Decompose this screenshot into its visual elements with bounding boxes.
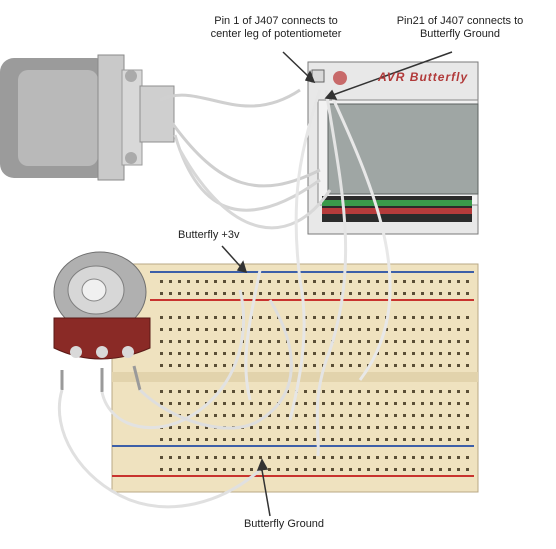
board-logo: AVR Butterfly: [378, 70, 469, 84]
breadboard: [111, 263, 479, 493]
lcd-panel: [327, 103, 479, 195]
annotation-pin1-line1: Pin 1 of J407 connects to: [214, 15, 338, 27]
annotation-pin21-line2: Butterfly Ground: [419, 28, 501, 40]
annotation-arrows: [221, 51, 453, 517]
butterfly-board: [307, 61, 479, 235]
potentiometer: [53, 251, 151, 392]
serial-connector: [0, 54, 175, 181]
annotation-pin21-line1: Pin21 of J407 connects to: [396, 15, 524, 27]
annotation-pin21: Pin21 of J407 connects to Butterfly Grou…: [380, 15, 540, 41]
wires: [57, 88, 392, 509]
annotation-butterfly-3v: Butterfly +3v: [178, 229, 240, 241]
annotation-pin1-line2: center leg of potentiometer: [210, 28, 342, 40]
annotation-pin1: Pin 1 of J407 connects to center leg of …: [196, 15, 356, 41]
annotation-butterfly-ground: Butterfly Ground: [243, 518, 325, 530]
